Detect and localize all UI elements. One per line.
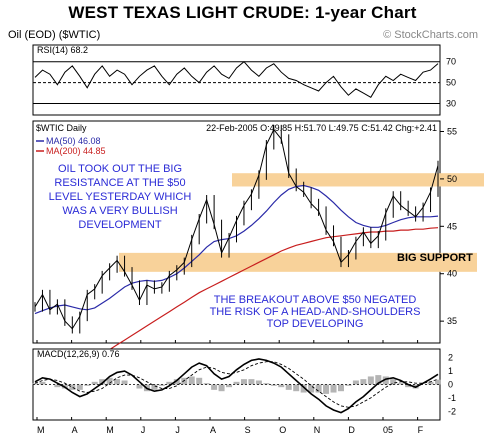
macd-histogram-bar <box>234 382 240 385</box>
macd-histogram-bar <box>323 385 329 394</box>
macd-histogram-bar <box>316 385 322 393</box>
x-tick-label: O <box>279 425 286 435</box>
annotation-line: RESISTANCE AT THE $50 <box>54 177 185 189</box>
macd-histogram-bar <box>241 379 247 384</box>
macd-label: MACD(12,26,9) 0.76 <box>37 349 120 359</box>
macd-histogram-bar <box>39 382 45 385</box>
price-grid: 35 40 45 50 55 <box>440 126 457 326</box>
macd-tick-label: 0 <box>448 380 453 390</box>
x-tick-label: M <box>106 425 114 435</box>
macd-histogram-bar <box>219 385 225 392</box>
price-tick-label: 55 <box>447 126 457 136</box>
macd-histogram-bar <box>353 380 359 384</box>
price-tick-label: 50 <box>447 174 457 184</box>
macd-histogram-bar <box>92 382 98 385</box>
macd-histogram-bar <box>390 379 396 384</box>
price-tick-label: 35 <box>447 316 457 326</box>
macd-histogram-bar <box>181 378 187 385</box>
x-tick-label: M <box>37 425 45 435</box>
macd-histogram-bar <box>77 385 83 390</box>
macd-tick-label: -1 <box>448 393 456 403</box>
annotation-line: THE BREAKOUT ABOVE $50 NEGATED <box>214 294 417 306</box>
macd-tick-label: 2 <box>448 353 453 363</box>
macd-histogram-bar <box>293 385 299 392</box>
legend-label: MA(50) 46.08 <box>46 136 101 146</box>
macd-histogram-bar <box>360 379 366 384</box>
macd-histogram-bar <box>196 378 202 385</box>
x-tick-label: J <box>141 425 146 435</box>
price-tick-label: 45 <box>447 221 457 231</box>
macd-histogram-bar <box>69 385 75 390</box>
macd-histogram-bar <box>368 376 374 384</box>
macd-histogram-bar <box>248 379 254 384</box>
annotation-line: TOP DEVELOPING <box>267 318 364 330</box>
macd-histogram-bar <box>338 385 344 392</box>
ohlc-readout: 22-Feb-2005 O:49.85 H:51.70 L:49.75 C:51… <box>206 123 437 133</box>
x-tick-label: N <box>314 425 321 435</box>
macd-tick-label: -2 <box>448 406 456 416</box>
macd-histogram-bar <box>211 385 217 390</box>
x-tick-label: S <box>245 425 251 435</box>
annotation-line: OIL TOOK OUT THE BIG <box>58 163 182 175</box>
rsi-tick-label: 70 <box>446 57 456 67</box>
x-tick-label: F <box>418 425 424 435</box>
x-tick-label: A <box>72 425 78 435</box>
x-tick-label: A <box>210 425 216 435</box>
macd-histogram-bar <box>435 380 441 385</box>
x-tick-label: J <box>175 425 180 435</box>
rsi-tick-label: 50 <box>446 78 456 88</box>
annotation-line: LEVEL YESTERDAY WHICH <box>49 191 192 203</box>
macd-histogram-bar <box>122 380 128 384</box>
macd-histogram-bar <box>331 385 337 393</box>
rsi-tick-label: 30 <box>446 99 456 109</box>
x-tick-label: D <box>348 425 355 435</box>
macd-histogram-bar <box>226 385 232 388</box>
symbol-header: Oil (EOD) ($WTIC) <box>8 29 100 41</box>
macd-tick-label: 1 <box>448 366 453 376</box>
price-symbol-label: $WTIC Daily <box>36 123 87 133</box>
price-tick-label: 40 <box>447 269 457 279</box>
macd-histogram-bar <box>151 385 157 390</box>
macd-histogram-bar <box>278 385 284 388</box>
macd-histogram-bar <box>136 385 142 389</box>
macd-histogram-bar <box>256 380 262 384</box>
x-tick-label: 05 <box>383 425 393 435</box>
rsi-label: RSI(14) 68.2 <box>37 45 88 55</box>
annotation-line: DEVELOPMENT <box>78 219 161 231</box>
annotation-line: WAS A VERY BULLISH <box>62 205 177 217</box>
macd-histogram-bar <box>189 376 195 384</box>
annotation-line: THE RISK OF A HEAD-AND-SHOULDERS <box>210 306 421 318</box>
annotation-big-support: BIG SUPPORT <box>397 252 473 264</box>
copyright-label: © StockCharts.com <box>383 29 478 41</box>
legend-label: MA(200) 44.85 <box>46 146 106 156</box>
macd-histogram-bar <box>114 379 120 384</box>
macd-histogram-bar <box>286 385 292 390</box>
rsi-panel-frame <box>33 45 440 115</box>
